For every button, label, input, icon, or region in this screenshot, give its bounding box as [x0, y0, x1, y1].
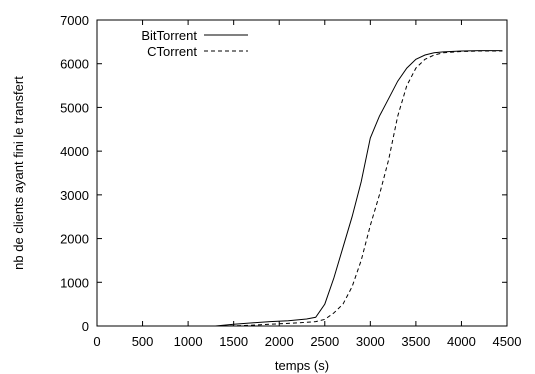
x-tick-label: 2000: [265, 334, 294, 349]
y-tick-label: 5000: [60, 100, 89, 115]
x-tick-label: 1500: [219, 334, 248, 349]
x-tick-label: 500: [132, 334, 154, 349]
y-tick-label: 0: [82, 319, 89, 334]
y-axis-label: nb de clients ayant fini le transfert: [11, 76, 26, 270]
series-layer: [97, 50, 503, 327]
y-tick-label: 6000: [60, 57, 89, 72]
y-tick-label: 1000: [60, 275, 89, 290]
x-tick-label: 0: [93, 334, 100, 349]
x-tick-label: 3000: [356, 334, 385, 349]
y-tick-label: 7000: [60, 13, 89, 28]
x-tick-label: 3500: [401, 334, 430, 349]
x-tick-label: 4000: [447, 334, 476, 349]
axis-ticks: 0 500 1000 1500 2000 2500 3000 3500 4000 4500 0 100…: [60, 13, 521, 349]
x-tick-label: 2500: [310, 334, 339, 349]
x-axis-label: temps (s): [275, 358, 329, 373]
y-tick-label: 3000: [60, 188, 89, 203]
series-line-bittorrent: [97, 50, 503, 327]
y-tick-label: 2000: [60, 232, 89, 247]
x-tick-label: 1000: [174, 334, 203, 349]
legend-label: CTorrent: [147, 44, 197, 59]
plot-frame: [96, 19, 508, 327]
series-line-ctorrent: [97, 50, 503, 327]
y-tick-label: 4000: [60, 144, 89, 159]
legend-label: BitTorrent: [141, 28, 197, 43]
x-tick-label: 4500: [493, 334, 522, 349]
